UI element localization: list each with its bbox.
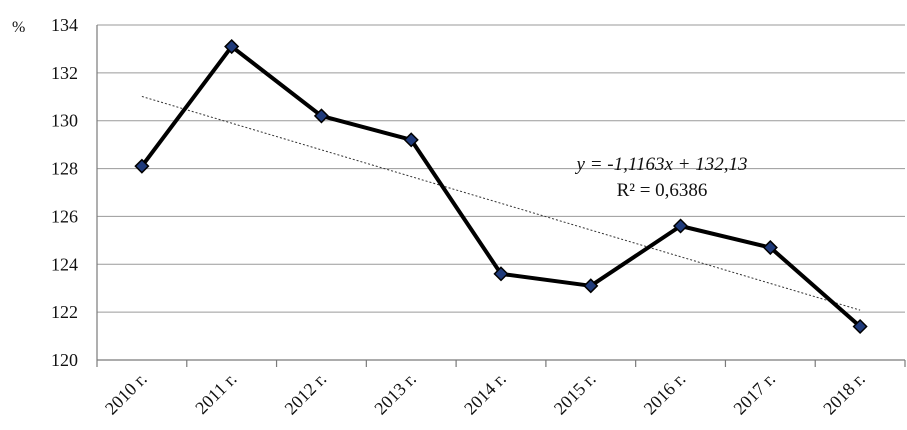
data-point-marker xyxy=(313,108,330,124)
data-point-marker xyxy=(583,278,599,294)
x-tick-label: 2013 г. xyxy=(370,369,420,419)
y-tick-label: 128 xyxy=(51,159,78,179)
y-tick-label: 124 xyxy=(51,254,78,274)
trendline-equation: y = -1,1163x + 132,13 xyxy=(575,154,748,175)
x-tick-label: 2015 г. xyxy=(550,369,600,419)
data-point-marker xyxy=(672,218,689,234)
y-tick-label: 120 xyxy=(51,350,78,370)
grid-lines xyxy=(96,24,905,360)
data-point-marker xyxy=(762,239,778,256)
y-tick-label: 126 xyxy=(51,206,78,226)
x-tick-label: 2017 г. xyxy=(729,369,779,419)
x-tick-label: 2012 г. xyxy=(281,369,331,419)
trendline-r2: R² = 0,6386 xyxy=(617,180,708,201)
x-tick-label: 2014 г. xyxy=(460,369,510,419)
y-tick-label: 134 xyxy=(51,15,78,35)
y-tick-label: 122 xyxy=(51,302,78,322)
data-point-marker xyxy=(134,158,150,174)
series-group xyxy=(140,44,862,329)
y-unit-label: % xyxy=(12,19,25,36)
data-point-marker xyxy=(493,266,509,282)
y-axis-ticks: 120 122 124 126 128 130 132 134 xyxy=(51,15,78,370)
x-axis: 2010 г. 2011 г. 2012 г. 2013 г. 2014 г. 2015 … xyxy=(96,359,906,419)
trendline xyxy=(141,95,861,311)
data-point-marker xyxy=(403,132,419,148)
x-tick-label: 2011 г. xyxy=(191,369,240,418)
x-tick-label: 2016 г. xyxy=(640,369,690,419)
data-point-marker xyxy=(224,38,240,55)
x-tick-label: 2018 г. xyxy=(819,369,869,419)
data-point-marker xyxy=(852,318,868,335)
y-tick-label: 132 xyxy=(51,63,78,83)
series-line xyxy=(140,44,862,329)
x-tick-label: 2010 г. xyxy=(101,369,151,419)
y-tick-label: 130 xyxy=(51,111,78,131)
trendline-group xyxy=(141,95,861,311)
markers-group xyxy=(134,38,868,335)
